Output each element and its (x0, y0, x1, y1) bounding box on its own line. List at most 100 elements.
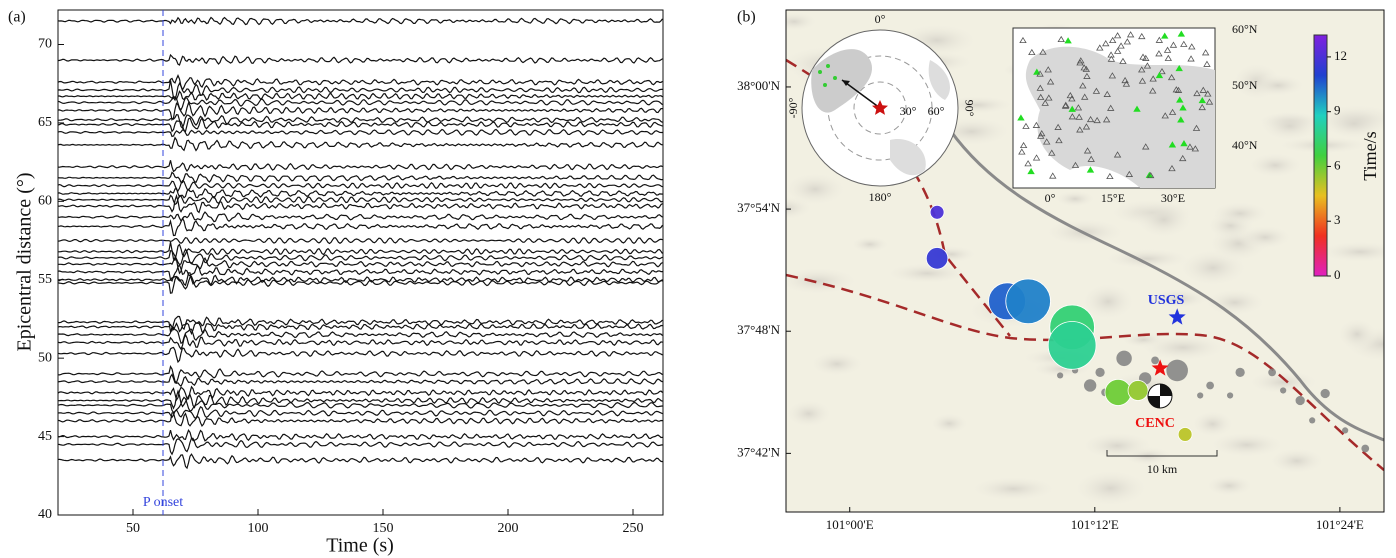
station (1083, 72, 1091, 79)
trace (58, 248, 663, 266)
station (1107, 104, 1115, 111)
station (1038, 130, 1046, 137)
station (1068, 113, 1077, 120)
road (948, 129, 1384, 442)
station (1087, 155, 1095, 162)
station (1066, 91, 1075, 99)
x-tick-label: 101°00'E (826, 517, 874, 532)
trace (58, 241, 663, 262)
station (1149, 87, 1157, 94)
station (1161, 112, 1169, 119)
station (1107, 51, 1115, 58)
trace (58, 256, 663, 275)
station (1082, 65, 1091, 72)
event (1104, 378, 1132, 406)
station (1122, 80, 1131, 87)
hill (967, 475, 1060, 502)
station (1036, 84, 1044, 91)
trace (58, 385, 663, 402)
station (1018, 148, 1026, 155)
station (1044, 66, 1052, 73)
y-tick-label: 37°48'N (737, 322, 781, 337)
aftershock (1197, 392, 1204, 399)
globe-label: 60° (928, 104, 945, 118)
station (1082, 123, 1091, 130)
hill (1206, 431, 1287, 459)
trace (58, 194, 663, 206)
x-axis-label: Time (s) (326, 535, 394, 557)
aftershock (1116, 350, 1132, 367)
station (1108, 72, 1117, 79)
station (1041, 99, 1049, 106)
station (1146, 171, 1155, 179)
station (1205, 98, 1214, 105)
hill (1079, 282, 1137, 322)
station (1139, 53, 1147, 60)
trace (58, 73, 663, 92)
inset-label: 15°E (1101, 191, 1125, 205)
trace (58, 437, 663, 456)
station (1138, 66, 1146, 73)
aftershock (1151, 356, 1159, 365)
inset-label: 30°E (1161, 191, 1185, 205)
scale-bar (1106, 450, 1218, 457)
station (1142, 54, 1150, 61)
station (1203, 60, 1211, 67)
hill (1100, 247, 1193, 270)
station (1046, 78, 1055, 85)
aftershock (1268, 368, 1276, 377)
colorbar-label: Time/s (1360, 131, 1380, 180)
station (1024, 160, 1032, 167)
station (1204, 90, 1212, 97)
station (1143, 62, 1152, 69)
y-tick-label: 50 (38, 350, 52, 365)
axes-frame (57, 9, 664, 516)
station (1199, 86, 1207, 93)
hill (1070, 468, 1151, 508)
y-tick-label: 40 (38, 507, 52, 522)
colorbar-tick-label: 0 (1334, 267, 1341, 282)
station (1043, 138, 1051, 145)
y-tick-label: 70 (38, 37, 52, 52)
axes: 50 100 150 200 250 40 45 50 55 60 65 70 P onset (38, 10, 644, 536)
aftershock (1235, 367, 1245, 378)
y-tick-label: 55 (38, 272, 52, 287)
hill (1245, 369, 1321, 395)
station (1080, 64, 1088, 71)
aftershock (1057, 372, 1064, 379)
y-tick-label: 37°42'N (737, 444, 781, 459)
focal-mechanism (1147, 383, 1173, 409)
hill (1237, 224, 1294, 250)
station (1188, 43, 1196, 50)
station (1168, 164, 1176, 172)
trace (58, 315, 663, 333)
station (1163, 46, 1172, 53)
station (1028, 48, 1036, 56)
station (1149, 75, 1157, 82)
colorbar-tick-label: 9 (1334, 103, 1341, 118)
colorbar-tick-label: 6 (1334, 157, 1341, 172)
trace (58, 211, 663, 223)
trace (58, 90, 663, 101)
station (1177, 30, 1186, 37)
station (1096, 44, 1104, 51)
hill (928, 412, 970, 435)
x-tick-label: 101°12'E (1071, 517, 1119, 532)
globe-label: 180° (869, 190, 892, 204)
aftershock (1226, 392, 1234, 399)
station (1022, 122, 1030, 129)
trace (58, 217, 663, 237)
event (1047, 321, 1097, 370)
station (1138, 77, 1147, 84)
station (1103, 90, 1111, 97)
europe-inset: 60°N 50°N 40°N 0° 15°E 30°E (1012, 22, 1258, 205)
trace (58, 326, 663, 345)
colorbar-tick-label: 3 (1334, 212, 1341, 227)
hill (786, 171, 848, 207)
panel-label: (b) (737, 9, 756, 26)
trace (58, 96, 663, 111)
trace (58, 453, 663, 470)
station (1054, 123, 1062, 130)
x-tick-label: 100 (248, 521, 269, 536)
trace (58, 101, 663, 122)
